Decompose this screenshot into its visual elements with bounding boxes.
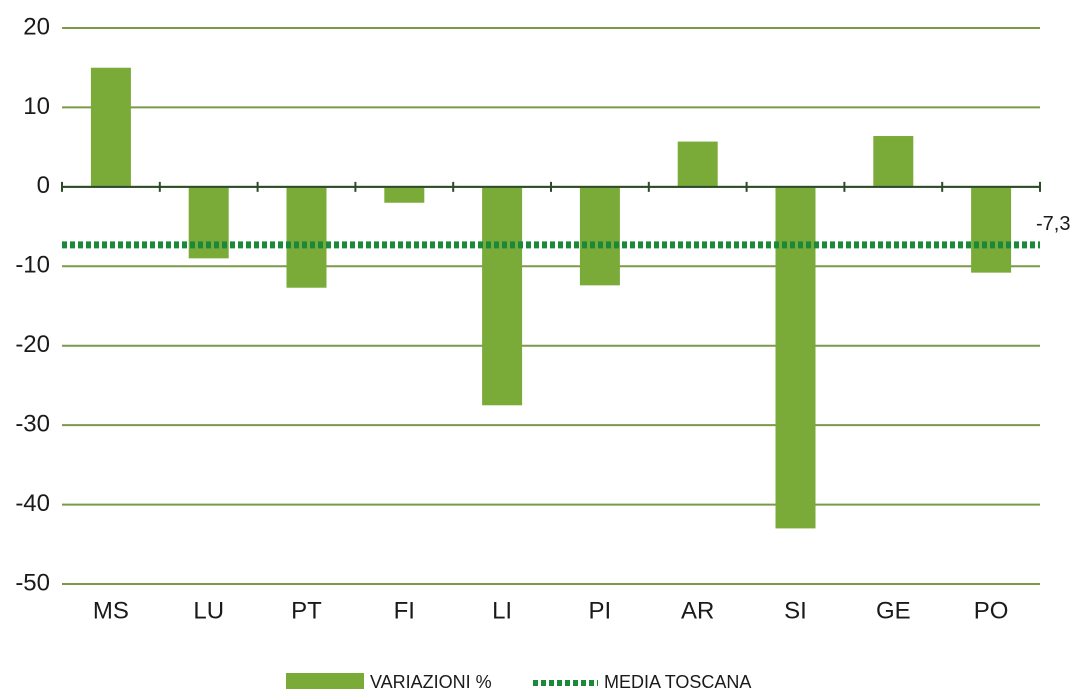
x-tick-label: SI bbox=[784, 597, 807, 624]
legend-swatch bbox=[286, 673, 364, 689]
bar bbox=[90, 67, 131, 187]
y-tick-label: -50 bbox=[15, 569, 50, 596]
bar bbox=[775, 186, 816, 529]
bar bbox=[971, 186, 1012, 273]
bar bbox=[873, 136, 914, 187]
x-tick-label: PT bbox=[291, 597, 322, 624]
bar bbox=[579, 186, 620, 286]
x-tick-label: FI bbox=[394, 597, 415, 624]
bar bbox=[482, 186, 523, 406]
y-tick-label: -40 bbox=[15, 490, 50, 517]
legend-label: MEDIA TOSCANA bbox=[604, 672, 751, 690]
bar bbox=[384, 186, 425, 203]
x-tick-label: PO bbox=[974, 597, 1009, 624]
reference-label: -7,3 bbox=[1036, 213, 1070, 235]
y-tick-label: 10 bbox=[23, 93, 50, 120]
legend-label: VARIAZIONI % bbox=[370, 672, 492, 690]
y-tick-label: -20 bbox=[15, 331, 50, 358]
bar bbox=[286, 186, 327, 288]
x-tick-label: LI bbox=[492, 597, 512, 624]
x-tick-label: MS bbox=[93, 597, 129, 624]
x-tick-label: LU bbox=[193, 597, 224, 624]
y-tick-label: 0 bbox=[37, 172, 50, 199]
x-tick-label: PI bbox=[589, 597, 612, 624]
y-tick-label: -30 bbox=[15, 410, 50, 437]
x-tick-label: GE bbox=[876, 597, 911, 624]
x-tick-label: AR bbox=[681, 597, 714, 624]
bar bbox=[677, 141, 718, 187]
y-tick-label: -10 bbox=[15, 252, 50, 279]
y-tick-label: 20 bbox=[23, 13, 50, 40]
